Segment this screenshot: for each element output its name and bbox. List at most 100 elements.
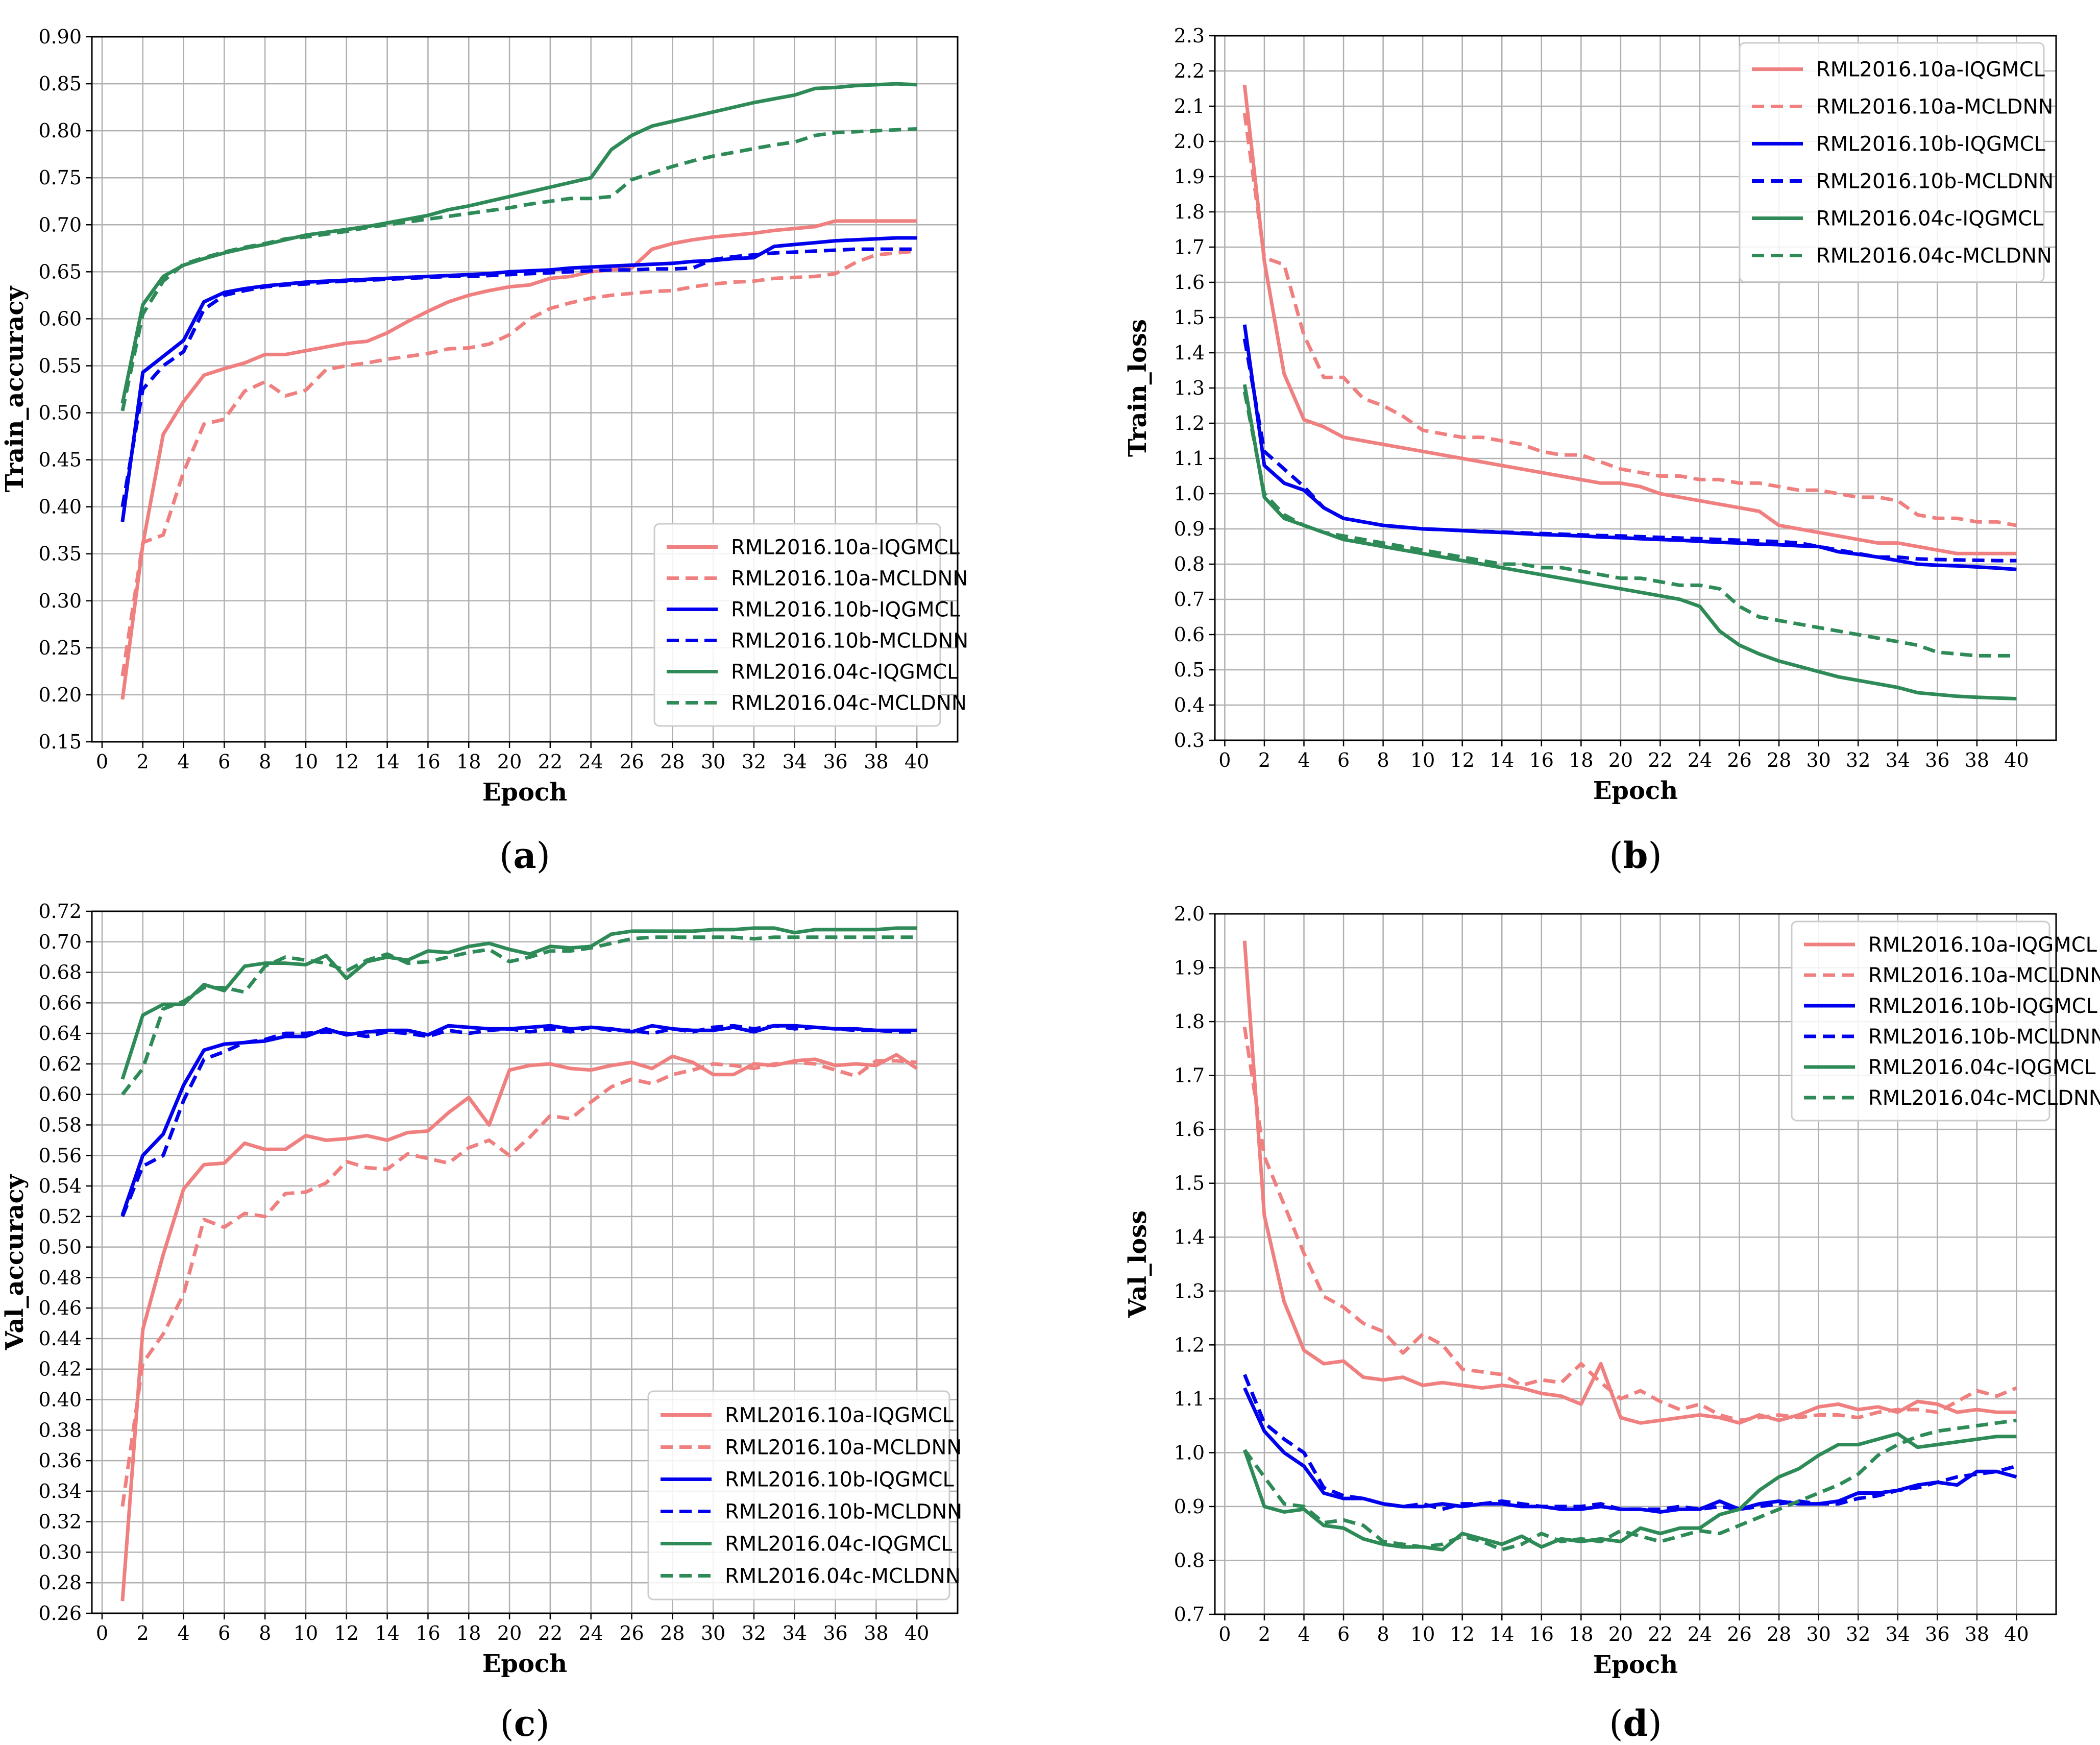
x-tick-label: 16 [416, 1622, 440, 1644]
y-tick-label: 1.9 [1174, 165, 1205, 188]
x-tick-label: 36 [1925, 1623, 1949, 1645]
y-tick-label: 0.34 [38, 1480, 82, 1502]
y-tick-label: 0.30 [38, 590, 82, 612]
legend-label: RML2016.10b-IQGMCL [731, 598, 961, 622]
y-tick-label: 0.72 [38, 900, 82, 923]
y-tick-label: 0.52 [38, 1205, 82, 1228]
y-tick-label: 0.3 [1174, 729, 1205, 752]
x-tick-label: 0 [96, 1622, 108, 1644]
legend-label: RML2016.10a-MCLDNN [725, 1436, 962, 1460]
x-tick-label: 4 [1298, 749, 1310, 771]
x-tick-label: 6 [218, 750, 230, 773]
legend-label: RML2016.10b-MCLDNN [725, 1500, 962, 1524]
y-tick-label: 0.55 [38, 354, 82, 377]
y-tick-label: 1.6 [1174, 271, 1205, 294]
caption-part: ( [499, 835, 513, 877]
x-tick-label: 16 [1529, 749, 1554, 771]
x-tick-label: 30 [701, 750, 725, 773]
y-axis-label: Val_accuracy [1, 1173, 29, 1350]
y-tick-label: 0.70 [38, 213, 82, 236]
x-tick-label: 10 [1410, 1623, 1435, 1645]
legend-box [1739, 42, 2045, 283]
x-tick-label: 36 [823, 1622, 847, 1644]
y-tick-label: 0.60 [38, 1083, 82, 1106]
x-tick-label: 40 [905, 1622, 929, 1644]
x-tick-label: 6 [218, 1622, 230, 1644]
series-line [1242, 324, 2017, 571]
x-tick-label: 36 [823, 750, 847, 773]
y-tick-label: 0.40 [38, 1389, 82, 1411]
y-tick-label: 0.56 [38, 1144, 82, 1167]
y-tick-label: 0.26 [38, 1602, 82, 1625]
y-tick-label: 0.9 [1174, 1495, 1205, 1518]
panel-a-train-accuracy: 0 2 4 6 8 10 12 14 16 18 20 22 24 26 28 30 32 34 36 38 400.1… [1, 26, 968, 877]
y-tick-label: 0.7 [1174, 588, 1205, 611]
plot-frame [91, 36, 959, 743]
y-axis-label: Val_loss [1124, 1210, 1152, 1318]
series-line [120, 127, 917, 411]
y-tick-label: 0.32 [38, 1511, 82, 1533]
y-tick-label: 0.65 [38, 260, 82, 283]
panel-d-val-loss: 0 2 4 6 8 10 12 14 16 18 20 22 24 26 28 30 32 34 36 38 400.7… [1124, 903, 2100, 1744]
caption-part: c [514, 1702, 536, 1744]
x-axis-label: Epoch [482, 778, 567, 807]
x-tick-label: 14 [375, 750, 399, 773]
x-tick-label: 8 [259, 1622, 271, 1644]
x-tick-label: 38 [1965, 749, 1989, 771]
y-tick-label: 1.4 [1174, 1226, 1205, 1248]
y-tick-label: 2.0 [1174, 130, 1205, 153]
series-line [1242, 113, 2017, 527]
y-tick-label: 1.8 [1174, 1010, 1205, 1033]
x-tick-label: 22 [1648, 1623, 1672, 1645]
y-tick-label: 0.50 [38, 1236, 82, 1258]
panel-c-val-accuracy: 0 2 4 6 8 10 12 14 16 18 20 22 24 26 28 30 32 34 36 38 400.2… [1, 900, 962, 1744]
panel-caption: (d) [1609, 1702, 1662, 1744]
caption-part: ( [1609, 1703, 1623, 1744]
x-tick-label: 6 [1337, 749, 1350, 771]
y-tick-label: 0.35 [38, 543, 82, 565]
y-tick-label: 2.0 [1174, 903, 1205, 925]
y-tick-label: 0.75 [38, 166, 82, 189]
x-tick-label: 34 [1886, 749, 1910, 771]
x-tick-label: 8 [1377, 749, 1389, 771]
x-tick-label: 32 [742, 750, 766, 773]
x-tick-label: 18 [456, 750, 481, 773]
caption-part: ( [500, 1703, 514, 1744]
series-line [1242, 1027, 2017, 1422]
legend-label: RML2016.04c-IQGMCL [1816, 207, 2044, 231]
x-tick-label: 12 [334, 1622, 359, 1644]
x-tick-label: 34 [1886, 1623, 1910, 1645]
series-line [1243, 1418, 2017, 1552]
y-tick-label: 0.6 [1174, 623, 1205, 646]
y-tick-label: 1.2 [1174, 1334, 1205, 1356]
y-tick-label: 0.4 [1174, 694, 1205, 716]
y-tick-label: 1.0 [1174, 482, 1205, 505]
x-tick-label: 30 [1806, 749, 1831, 771]
y-tick-label: 1.7 [1174, 236, 1205, 258]
series-line [120, 926, 917, 1080]
x-tick-label: 40 [2004, 1623, 2029, 1645]
x-tick-label: 20 [497, 1622, 522, 1644]
legend-box [647, 1390, 950, 1601]
y-tick-label: 2.3 [1174, 25, 1205, 47]
series-line [120, 219, 917, 700]
x-tick-label: 2 [1258, 749, 1271, 771]
series-line [1242, 391, 2017, 658]
y-tick-label: 1.1 [1174, 1388, 1205, 1410]
y-tick-label: 0.45 [38, 449, 82, 471]
x-tick-label: 26 [1727, 1623, 1751, 1645]
legend-box [653, 523, 941, 727]
y-tick-label: 0.68 [38, 961, 82, 984]
y-tick-label: 0.90 [38, 26, 82, 48]
x-tick-label: 18 [1569, 749, 1593, 771]
caption-part: ) [535, 1703, 549, 1744]
x-tick-label: 10 [1410, 749, 1435, 771]
x-tick-label: 4 [1298, 1623, 1310, 1645]
y-tick-label: 0.20 [38, 684, 82, 706]
y-tick-label: 0.66 [38, 991, 82, 1014]
series-line [1242, 338, 2017, 563]
x-tick-label: 28 [1767, 749, 1791, 771]
y-tick-label: 0.38 [38, 1419, 82, 1441]
x-tick-label: 28 [660, 1622, 685, 1644]
x-tick-label: 38 [1965, 1623, 1989, 1645]
